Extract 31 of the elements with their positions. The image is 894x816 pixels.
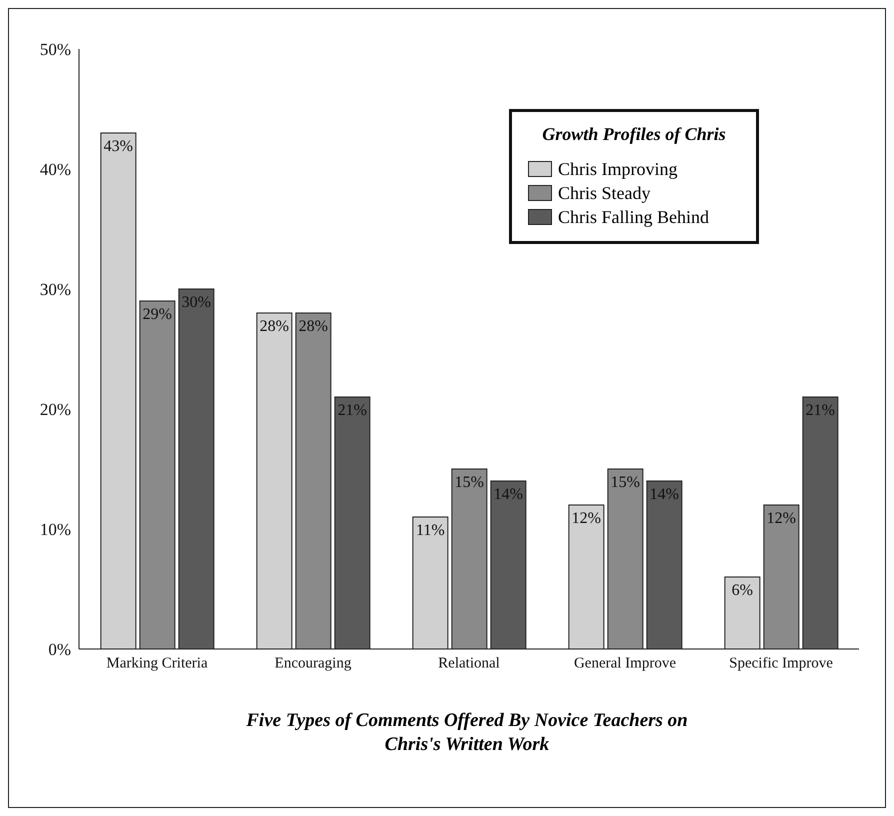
data-label: 15% bbox=[610, 474, 640, 491]
legend-title: Growth Profiles of Chris bbox=[541, 124, 727, 145]
data-label: 28% bbox=[298, 318, 328, 335]
data-label: 28% bbox=[260, 318, 290, 335]
y-tick-label: 50% bbox=[40, 40, 71, 60]
y-tick-label: 0% bbox=[48, 640, 71, 660]
y-tick-label: 40% bbox=[40, 160, 71, 180]
legend-label: Chris Falling Behind bbox=[558, 206, 710, 229]
data-label: 29% bbox=[142, 306, 172, 323]
data-label: 11% bbox=[416, 522, 445, 539]
y-tick-label: 20% bbox=[40, 400, 71, 420]
y-tick-label: 30% bbox=[40, 280, 71, 300]
data-label: 14% bbox=[650, 486, 680, 503]
y-tick-label: 10% bbox=[40, 520, 71, 540]
x-tick-label: Relational bbox=[438, 656, 500, 672]
data-label: 12% bbox=[572, 510, 602, 527]
legend-label: Chris Improving bbox=[558, 158, 678, 181]
data-label: 15% bbox=[454, 474, 484, 491]
data-label: 21% bbox=[338, 402, 368, 419]
x-tick-label: Marking Criteria bbox=[106, 656, 208, 672]
data-label: 14% bbox=[494, 486, 524, 503]
x-tick-label: General Improve bbox=[574, 656, 676, 672]
data-label: 21% bbox=[806, 402, 836, 419]
data-label: 12% bbox=[766, 510, 796, 527]
data-label: 30% bbox=[182, 294, 212, 311]
data-label: 6% bbox=[732, 582, 754, 599]
x-tick-label: Encouraging bbox=[274, 656, 352, 672]
legend-label: Chris Steady bbox=[558, 182, 650, 205]
data-label: 43% bbox=[104, 138, 134, 155]
text: Five Types of Comments Offered By Novice Teachers on Chris's Written Work bbox=[245, 709, 689, 757]
x-tick-label: Specific Improve bbox=[729, 656, 834, 672]
